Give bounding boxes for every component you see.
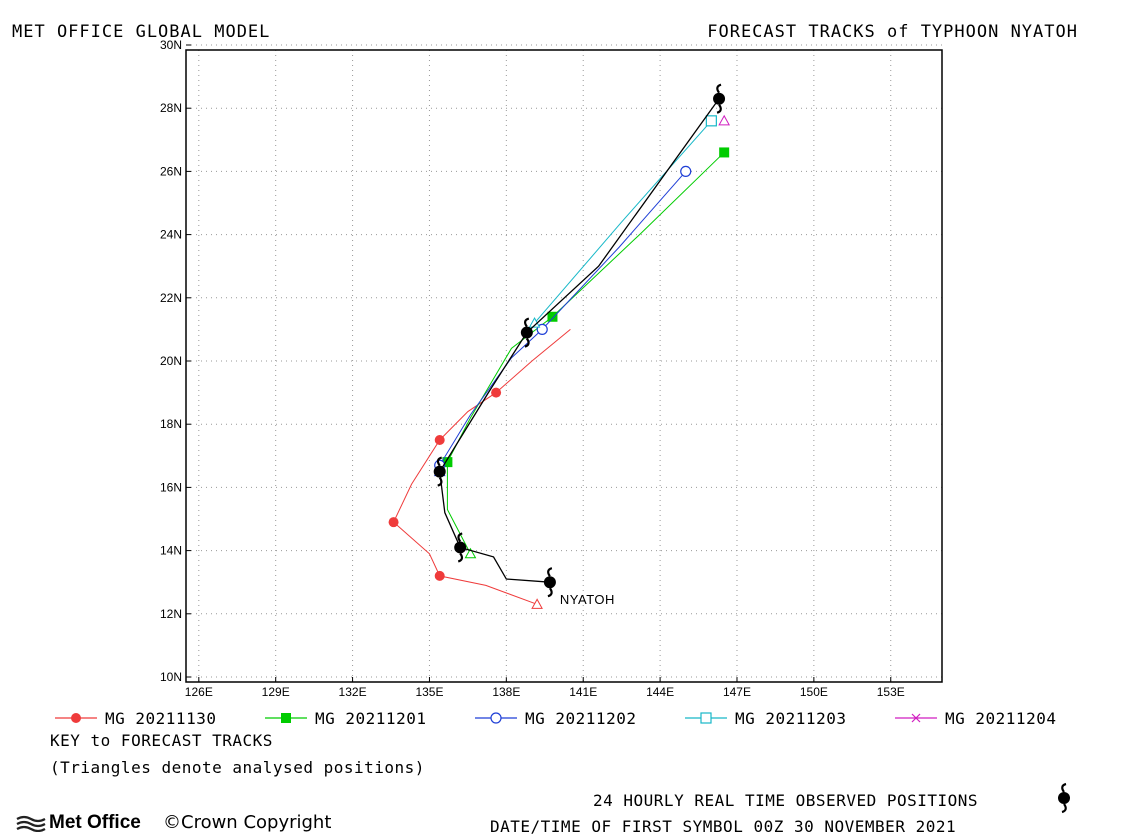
map-frame — [185, 49, 943, 683]
lon-tick-label: 126E — [185, 685, 213, 699]
copyright: ©Crown Copyright — [163, 812, 332, 833]
tick-labels: 126E 129E 132E 135E 138E 141E 144E 147E 150E 153E… — [160, 38, 905, 699]
legend-item-20211130: MG 20211130 — [55, 708, 216, 728]
datetime-note: DATE/TIME OF FIRST SYMBOL 00Z 30 NOVEMBE… — [490, 817, 957, 836]
forecast-marker — [680, 165, 692, 177]
typhoon-symbol-arm — [716, 83, 722, 94]
lon-tick-label: 132E — [339, 685, 367, 699]
forecast-marker — [491, 387, 502, 398]
legend-item-20211204: MG 20211204 — [895, 708, 1056, 728]
typhoon-symbol-icon — [1058, 782, 1070, 814]
forecast-marker — [705, 115, 717, 127]
observed-track — [433, 83, 726, 598]
legend-item-20211201: MG 20211201 — [265, 708, 426, 728]
forecast-marker — [442, 457, 453, 468]
forecast-tracks — [388, 114, 731, 609]
legend-item-20211202: MG 20211202 — [475, 708, 636, 728]
grid — [186, 44, 942, 682]
met-office-waves-icon — [16, 815, 46, 832]
legend-label: MG 20211204 — [945, 708, 1057, 728]
observed-track-line — [439, 98, 720, 583]
lon-tick-label: 129E — [262, 685, 290, 699]
typhoon-symbol-core — [454, 541, 467, 554]
track-mg-20211201 — [442, 147, 730, 559]
track-line — [446, 152, 725, 554]
lon-tick-label: 153E — [877, 685, 905, 699]
lat-tick-label: 20N — [160, 354, 182, 368]
lon-tick-label: 147E — [723, 685, 751, 699]
analysed-position-marker — [531, 598, 543, 609]
lat-tick-label: 14N — [160, 544, 182, 558]
typhoon-symbol-arm — [524, 317, 530, 328]
key-note: (Triangles denote analysed positions) — [50, 758, 425, 777]
lat-tick-label: 18N — [160, 417, 182, 431]
forecast-marker — [434, 570, 445, 581]
typhoon-symbol-arm — [524, 337, 530, 348]
track-line — [534, 120, 712, 324]
typhoon-symbol-arm — [457, 532, 463, 543]
typhoon-symbol-arm — [547, 567, 553, 577]
typhoon-symbol-arm — [436, 456, 443, 467]
lat-tick-label: 16N — [160, 480, 182, 494]
legend-item-20211203: MG 20211203 — [685, 708, 846, 728]
track-line — [392, 329, 571, 605]
typhoon-symbol-icon — [433, 456, 446, 487]
legend-label: MG 20211130 — [105, 708, 217, 728]
track-mg-20211203 — [528, 115, 717, 328]
lat-tick-label: 10N — [160, 670, 182, 684]
typhoon-symbol-icon — [520, 317, 533, 348]
lon-tick-label: 144E — [646, 685, 674, 699]
analysed-position-marker — [464, 547, 477, 559]
typhoon-symbol-core — [520, 326, 533, 339]
lat-tick-label: 30N — [160, 38, 182, 52]
legend-label: MG 20211203 — [735, 708, 847, 728]
storm-label: NYATOH — [560, 592, 615, 607]
lon-tick-label: 141E — [569, 685, 597, 699]
lon-tick-label: 150E — [800, 685, 828, 699]
typhoon-symbol-arm — [437, 476, 443, 487]
typhoon-symbol-core — [433, 465, 446, 478]
lon-tick-label: 138E — [492, 685, 520, 699]
lat-tick-label: 28N — [160, 101, 182, 115]
typhoon-symbol-icon — [454, 532, 467, 563]
lat-tick-label: 26N — [160, 164, 182, 178]
observed-note: 24 HOURLY REAL TIME OBSERVED POSITIONS — [593, 791, 979, 810]
lon-tick-label: 135E — [415, 685, 443, 699]
chart-title: FORECAST TRACKS of TYPHOON NYATOH — [707, 22, 1078, 42]
model-title: MET OFFICE GLOBAL MODEL — [12, 22, 271, 42]
lat-tick-label: 12N — [160, 607, 182, 621]
lat-tick-label: 24N — [160, 228, 182, 242]
forecast-marker — [719, 147, 730, 158]
typhoon-symbol-arm — [547, 587, 553, 598]
track-mg-20211204 — [718, 114, 731, 126]
typhoon-symbol-arm — [716, 104, 722, 114]
track-line — [439, 171, 687, 472]
forecast-marker — [547, 311, 558, 322]
analysed-position-marker — [718, 114, 731, 126]
lat-tick-label: 22N — [160, 291, 182, 305]
forecast-marker — [388, 517, 399, 528]
legend-label: MG 20211202 — [525, 708, 637, 728]
legend-label: MG 20211201 — [315, 708, 427, 728]
forecast-marker — [434, 435, 445, 445]
brand-name: Met Office — [49, 812, 141, 833]
track-mg-20211130 — [388, 329, 571, 609]
typhoon-symbol-icon — [713, 83, 726, 114]
key-title: KEY to FORECAST TRACKS — [50, 731, 273, 750]
track-mg-20211202 — [433, 165, 692, 477]
typhoon-symbol-arm — [457, 552, 464, 563]
met-office-logo: Met Office — [16, 812, 141, 834]
typhoon-symbol-core — [713, 92, 726, 105]
typhoon-symbol-core — [543, 576, 556, 589]
typhoon-symbol-icon — [543, 567, 556, 598]
copyright-symbol-icon: © — [163, 812, 181, 833]
